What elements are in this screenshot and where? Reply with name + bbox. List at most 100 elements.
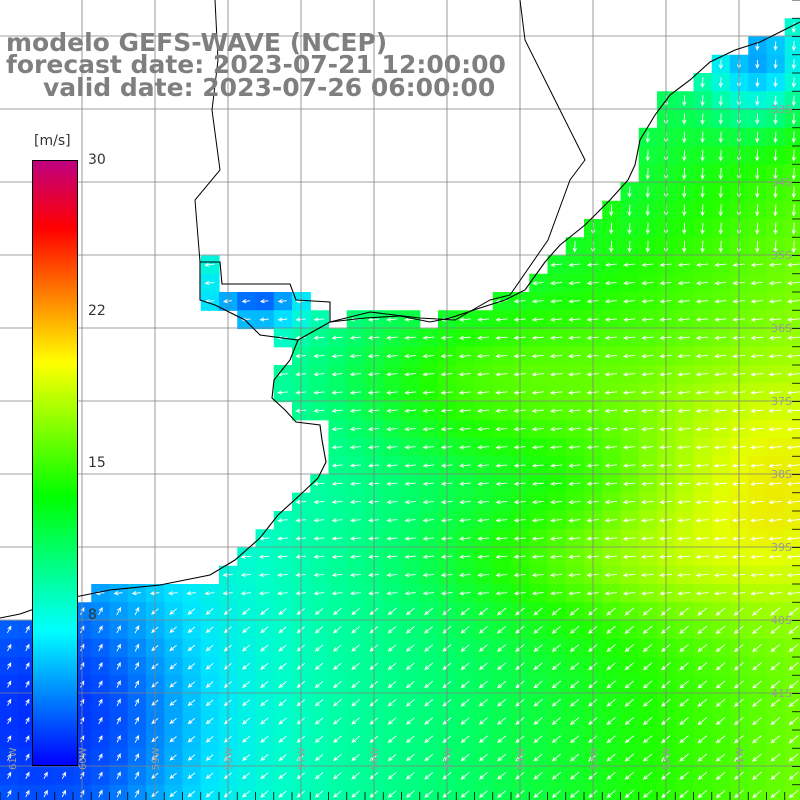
wind-arrow — [260, 681, 269, 688]
wind-arrow — [622, 499, 636, 505]
border-line — [194, 0, 586, 323]
wind-arrow — [773, 131, 778, 144]
wind-arrow — [624, 607, 635, 616]
wind-arrow — [773, 204, 778, 217]
wind-arrow — [278, 790, 287, 798]
wind-arrow — [460, 735, 470, 744]
wind-arrow — [478, 698, 488, 707]
wind-speed-cell — [456, 602, 476, 622]
wind-arrow — [679, 771, 689, 780]
wind-arrow — [98, 680, 103, 688]
wind-arrow — [714, 317, 727, 322]
wind-arrow — [531, 445, 544, 450]
wind-arrow — [604, 481, 618, 486]
wind-arrow — [568, 572, 581, 578]
wind-arrow — [533, 771, 543, 780]
wind-arrow — [570, 680, 580, 689]
wind-arrow — [424, 662, 434, 671]
wind-speed-cell — [164, 638, 184, 658]
wind-arrow — [240, 554, 252, 559]
wind-arrow — [750, 463, 764, 468]
wind-arrow — [568, 591, 581, 596]
wind-arrow — [169, 644, 177, 652]
wind-arrow — [314, 717, 324, 725]
wind-speed-cell — [310, 730, 330, 749]
wind-speed-cell — [273, 657, 293, 676]
wind-arrow — [768, 591, 782, 596]
wind-arrow — [241, 626, 251, 634]
wind-arrow — [755, 186, 760, 199]
wind-arrow — [550, 262, 562, 267]
wind-arrow — [349, 445, 361, 450]
wind-arrow — [241, 299, 251, 304]
wind-arrow — [627, 240, 632, 253]
wind-arrow — [98, 735, 103, 743]
wind-arrow — [755, 222, 760, 235]
wind-arrow — [531, 299, 544, 304]
wind-arrow — [260, 717, 269, 725]
wind-arrow — [278, 772, 287, 780]
wind-speed-cell — [529, 748, 549, 768]
wind-arrow — [349, 335, 362, 340]
wind-arrow — [645, 186, 650, 198]
wind-arrow — [331, 536, 343, 541]
wind-arrow — [459, 572, 471, 578]
latitude-label: 37S — [771, 395, 792, 408]
wind-speed-cell — [638, 784, 658, 800]
wind-arrow — [332, 626, 342, 634]
wind-arrow — [477, 317, 490, 322]
wind-arrow — [623, 299, 636, 304]
wind-arrow — [791, 77, 796, 88]
wind-arrow — [713, 372, 727, 377]
colorbar-label-8: 8 — [88, 607, 97, 623]
wind-speed-cell — [419, 602, 439, 622]
wind-arrow — [682, 113, 687, 125]
wind-arrow — [770, 735, 781, 744]
wind-arrow — [642, 790, 653, 798]
wind-arrow — [622, 353, 636, 359]
wind-arrow — [773, 222, 778, 235]
wind-speed-cell — [255, 675, 275, 695]
wind-arrow — [604, 262, 617, 267]
wind-speed-cell — [255, 711, 275, 731]
wind-arrow — [641, 280, 654, 286]
wind-arrow — [98, 606, 103, 616]
wind-arrow — [695, 353, 709, 359]
longitude-label: 53W — [589, 747, 600, 770]
wind-arrow — [405, 662, 415, 670]
wind-arrow — [422, 536, 435, 541]
wind-arrow — [477, 372, 490, 377]
wind-arrow — [477, 591, 489, 596]
wind-arrow — [696, 262, 709, 267]
wind-arrow — [314, 735, 324, 743]
wind-arrow — [604, 426, 618, 432]
wind-arrow — [314, 790, 324, 798]
wind-arrow — [696, 280, 709, 286]
wind-arrow — [604, 445, 618, 450]
latitude-label: 38S — [771, 468, 792, 481]
wind-arrow — [549, 353, 563, 359]
wind-arrow — [788, 716, 799, 726]
wind-arrow — [641, 591, 654, 596]
wind-arrow — [551, 680, 561, 689]
wind-arrow — [752, 735, 762, 744]
wind-speed-cell — [401, 602, 421, 622]
wind-arrow — [277, 554, 288, 559]
wind-arrow — [496, 644, 507, 652]
wind-arrow — [604, 408, 618, 414]
wind-arrow — [459, 499, 471, 505]
wind-arrow — [241, 790, 251, 798]
wind-arrow — [187, 754, 196, 761]
wind-arrow — [677, 317, 691, 322]
wind-arrow — [642, 717, 653, 725]
wind-arrow — [349, 463, 361, 468]
wind-arrow — [627, 186, 632, 198]
wind-arrow — [460, 772, 470, 780]
wind-speed-cell — [383, 693, 403, 713]
wind-speed-cell — [620, 675, 640, 695]
wind-arrow — [606, 753, 616, 762]
wind-arrow — [640, 554, 654, 560]
wind-speed-cell — [675, 620, 695, 640]
wind-arrow — [260, 644, 269, 652]
wind-arrow — [6, 625, 12, 634]
